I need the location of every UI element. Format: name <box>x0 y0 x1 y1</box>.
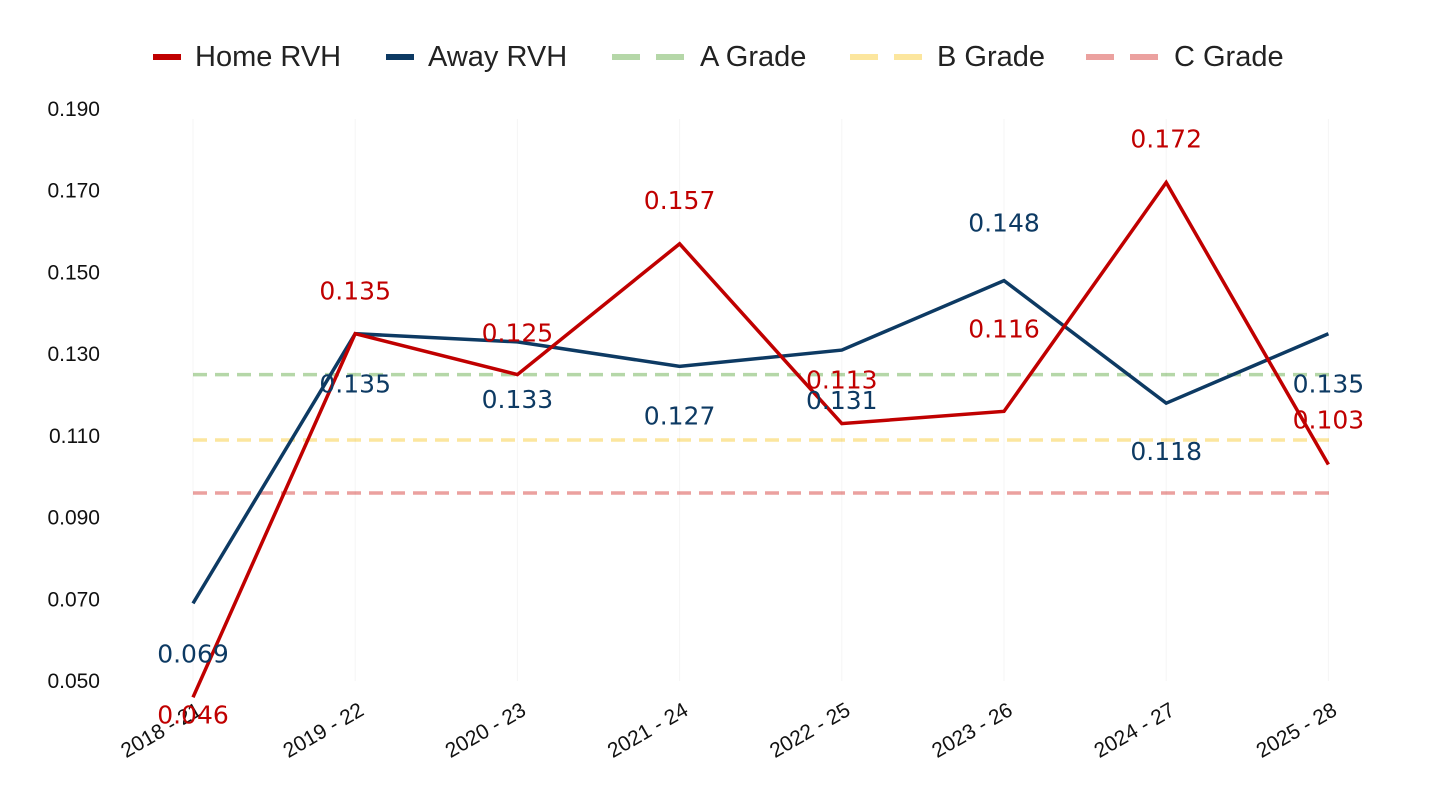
data-labels: 0.046 0.135 0.125 0.157 0.113 0.116 0.172 0.103… <box>157 125 1364 730</box>
legend-label-away-rvh: Away RVH <box>428 41 567 73</box>
legend-label-home-rvh: Home RVH <box>195 41 341 73</box>
series-line-away-rvh <box>191 278 1330 605</box>
legend-item-home-rvh: Home RVH <box>153 41 341 73</box>
data-label-away-rvh: 0.069 <box>157 639 229 668</box>
y-axis: 0.190 0.170 0.150 0.130 0.110 0.090 0.070 0.050 <box>47 98 100 693</box>
data-label-home-rvh: 0.113 <box>806 366 878 395</box>
legend-label-a-grade: A Grade <box>700 41 806 73</box>
x-tick-label: 2024 - 27 <box>1090 698 1178 762</box>
legend-item-away-rvh: Away RVH <box>386 41 567 73</box>
y-tick-label: 0.110 <box>49 425 100 448</box>
data-label-away-rvh: 0.127 <box>644 401 716 430</box>
data-label-home-rvh: 0.046 <box>157 700 229 729</box>
chart-legend: Home RVH Away RVH A Grade B Grade C Grade <box>153 41 1284 73</box>
data-label-away-rvh: 0.148 <box>968 209 1040 238</box>
data-label-home-rvh: 0.135 <box>319 277 391 306</box>
data-label-away-rvh: 0.135 <box>319 370 391 399</box>
data-label-away-rvh: 0.135 <box>1293 370 1365 399</box>
x-tick-label: 2023 - 26 <box>928 698 1016 762</box>
data-label-away-rvh: 0.131 <box>806 386 878 415</box>
x-tick-label: 2021 - 24 <box>604 698 693 762</box>
data-label-home-rvh: 0.125 <box>482 319 554 348</box>
data-label-home-rvh: 0.172 <box>1130 125 1202 154</box>
data-label-leader-lines <box>192 119 1329 681</box>
data-label-away-rvh: 0.118 <box>1130 437 1202 466</box>
y-tick-label: 0.170 <box>47 180 100 203</box>
x-tick-label: 2019 - 22 <box>279 698 367 762</box>
y-tick-label: 0.150 <box>47 261 100 284</box>
x-tick-label: 2022 - 25 <box>766 698 854 762</box>
legend-item-b-grade: B Grade <box>850 41 1045 73</box>
data-label-home-rvh: 0.157 <box>644 186 716 215</box>
data-label-home-rvh: 0.116 <box>968 314 1040 343</box>
data-label-home-rvh: 0.103 <box>1293 405 1365 434</box>
data-label-away-rvh: 0.133 <box>482 385 554 414</box>
grade-threshold-lines <box>193 372 1330 495</box>
x-tick-label: 2025 - 28 <box>1253 698 1341 762</box>
y-tick-label: 0.070 <box>47 588 100 611</box>
legend-item-c-grade: C Grade <box>1086 41 1284 73</box>
legend-item-a-grade: A Grade <box>612 41 806 73</box>
y-tick-label: 0.050 <box>47 670 100 693</box>
legend-label-b-grade: B Grade <box>937 41 1045 73</box>
y-tick-label: 0.130 <box>47 343 100 366</box>
y-tick-label: 0.090 <box>47 507 100 530</box>
series-line-home-rvh <box>191 179 1330 699</box>
data-series <box>191 179 1330 699</box>
legend-label-c-grade: C Grade <box>1174 41 1284 73</box>
y-tick-label: 0.190 <box>47 98 100 121</box>
x-tick-label: 2020 - 23 <box>442 698 530 762</box>
x-axis: 2018 - 21 2019 - 22 2020 - 23 2021 - 24 2022… <box>117 698 1341 762</box>
